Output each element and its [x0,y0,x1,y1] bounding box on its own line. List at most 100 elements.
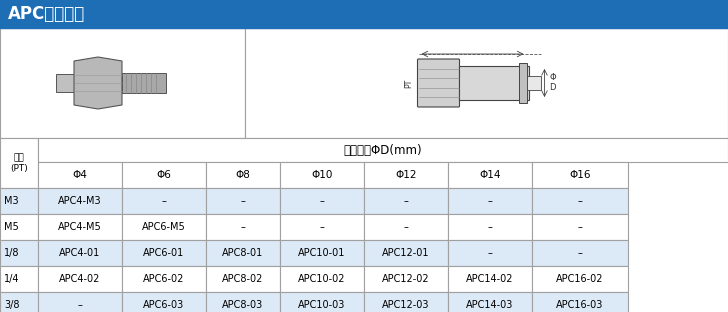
Text: Φ8: Φ8 [236,170,250,180]
Text: APC6-03: APC6-03 [143,300,185,310]
Bar [206,292,280,312]
Text: Φ12: Φ12 [395,170,416,180]
Bar [364,292,448,312]
Text: 連接
(PT): 連接 (PT) [10,153,28,173]
Bar [38,138,728,162]
Bar [532,188,628,214]
Text: APC8-02: APC8-02 [222,274,264,284]
Bar [526,76,540,90]
Bar [206,240,280,266]
Bar [206,214,280,240]
Text: –: – [403,196,408,206]
Text: M3: M3 [4,196,19,206]
Bar [38,292,122,312]
Text: –: – [320,196,325,206]
Text: APC6-M5: APC6-M5 [142,222,186,232]
Text: M5: M5 [4,222,19,232]
Bar [280,292,364,312]
Text: APC12-01: APC12-01 [382,248,430,258]
Text: –: – [162,196,167,206]
Text: PT: PT [404,78,413,88]
Text: APC8-03: APC8-03 [222,300,264,310]
Text: APC4-M3: APC4-M3 [58,196,102,206]
Bar [532,214,628,240]
Text: APC10-01: APC10-01 [298,248,346,258]
Bar [364,240,448,266]
Bar [532,240,628,266]
Bar [448,214,532,240]
Bar [0,0,728,28]
Bar [364,188,448,214]
Bar [0,28,245,138]
Bar [280,240,364,266]
Bar [448,188,532,214]
Text: –: – [577,248,582,258]
Text: APC16-02: APC16-02 [556,274,604,284]
Text: D: D [550,82,556,91]
Bar [245,28,728,138]
Bar [206,162,280,188]
Bar [122,292,206,312]
Text: –: – [577,196,582,206]
Text: 1/4: 1/4 [4,274,20,284]
Text: APC14-03: APC14-03 [467,300,514,310]
Bar [38,240,122,266]
Bar [206,266,280,292]
FancyBboxPatch shape [417,59,459,107]
Bar [0,266,38,292]
Text: Φ16: Φ16 [569,170,590,180]
Bar [0,188,38,214]
Bar [280,266,364,292]
Bar [38,188,122,214]
Text: –: – [78,300,82,310]
Text: APC4-02: APC4-02 [59,274,100,284]
Text: 接管外徑ΦD(mm): 接管外徑ΦD(mm) [344,144,422,157]
Bar [532,266,628,292]
Text: APC12-02: APC12-02 [382,274,430,284]
Bar [56,74,74,92]
Text: APC8-01: APC8-01 [222,248,264,258]
Text: APC4-M5: APC4-M5 [58,222,102,232]
Bar [459,66,529,100]
Bar [280,188,364,214]
Polygon shape [74,57,122,109]
Bar [206,188,280,214]
Bar [364,266,448,292]
Bar [38,214,122,240]
Text: APC4-01: APC4-01 [60,248,100,258]
Bar [122,73,166,93]
Bar [280,162,364,188]
Bar [122,188,206,214]
Text: 1/8: 1/8 [4,248,20,258]
Bar [38,162,122,188]
Bar [448,266,532,292]
Text: –: – [403,222,408,232]
Text: –: – [488,222,492,232]
Bar [0,240,38,266]
Bar [448,162,532,188]
Bar [280,214,364,240]
Bar [364,214,448,240]
Text: Φ4: Φ4 [73,170,87,180]
Text: –: – [488,248,492,258]
Bar [0,214,38,240]
Bar [518,63,526,103]
Text: APC螺紋直通: APC螺紋直通 [8,5,85,23]
Text: APC6-01: APC6-01 [143,248,185,258]
Text: –: – [240,222,245,232]
Bar [38,266,122,292]
Text: –: – [488,196,492,206]
Text: –: – [240,196,245,206]
Text: APC16-03: APC16-03 [556,300,604,310]
Bar [364,162,448,188]
Text: APC6-02: APC6-02 [143,274,185,284]
Bar [122,162,206,188]
Text: –: – [577,222,582,232]
Text: APC10-02: APC10-02 [298,274,346,284]
Text: –: – [320,222,325,232]
Bar [0,138,38,188]
Bar [532,162,628,188]
Text: Φ: Φ [550,74,556,82]
Bar [122,240,206,266]
Bar [448,240,532,266]
